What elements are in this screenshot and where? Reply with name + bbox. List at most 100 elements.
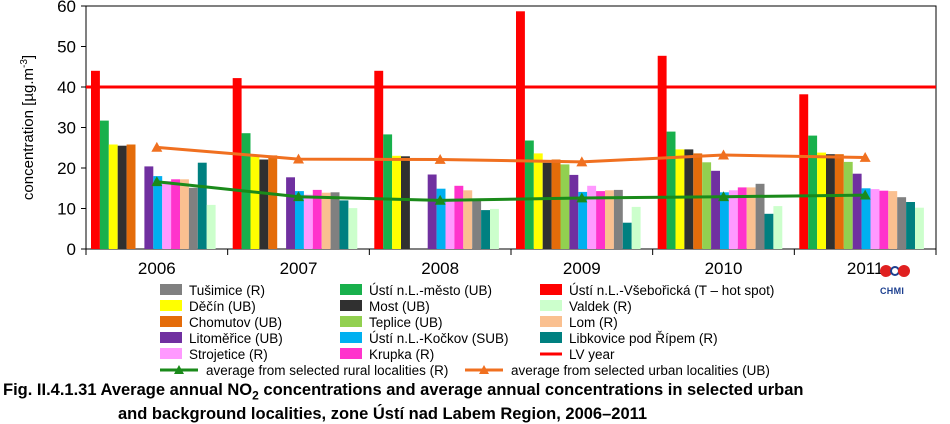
line-marker	[293, 153, 304, 164]
y-tick-label: 60	[57, 0, 76, 16]
legend-label: LV year	[569, 347, 615, 362]
line-marker	[434, 153, 446, 164]
line-marker	[576, 192, 588, 203]
bar	[392, 155, 401, 249]
bar	[596, 191, 605, 249]
bar	[551, 159, 561, 249]
bar	[906, 202, 915, 249]
bar	[764, 213, 774, 249]
bar	[560, 164, 570, 249]
bar	[472, 200, 482, 249]
legend-swatch	[540, 316, 562, 327]
line-marker	[434, 194, 446, 205]
legend: Tušimice (R)Děčín (UB)Chomutov (UB)Litom…	[160, 283, 774, 378]
caption-sub: 2	[252, 388, 259, 403]
bar	[631, 206, 641, 249]
axes: 0 10 20 30 40 50 60 concentration [µg.m-3] 2006 2…	[19, 0, 937, 278]
bar	[481, 210, 490, 249]
bar	[666, 131, 676, 249]
legend-label: Strojetice (R)	[189, 347, 268, 362]
legend-marker	[174, 365, 184, 374]
bar	[108, 144, 118, 249]
legend-label: Valdek (R)	[569, 299, 632, 314]
bar	[746, 187, 756, 249]
average-lines	[86, 85, 936, 205]
legend-swatch	[540, 332, 562, 343]
bar	[180, 179, 189, 249]
legend-label: Ústí n.L.-město (UB)	[369, 283, 492, 298]
caption-line2: and background localities, zone Ústí nad…	[118, 405, 648, 424]
bar	[91, 70, 100, 249]
y-tick-label: 10	[57, 200, 76, 219]
line-marker	[859, 151, 871, 162]
bar	[897, 197, 907, 249]
legend-swatch	[340, 332, 362, 343]
bar	[286, 177, 295, 249]
chmi-logo-icon	[878, 262, 912, 296]
legend-label: Most (UB)	[369, 299, 430, 314]
bar	[268, 155, 278, 249]
legend-swatch	[160, 348, 182, 359]
legend-label: average from selected urban localities (…	[511, 363, 770, 378]
bar	[711, 170, 720, 249]
bar	[569, 174, 579, 249]
legend-label: Tušimice (R)	[189, 283, 265, 298]
legend-label: Lom (R)	[569, 315, 618, 330]
x-tick-label: 2009	[563, 259, 601, 278]
legend-swatch	[340, 348, 362, 359]
x-tick-label: 2011	[847, 259, 884, 278]
caption-prefix: Fig. II.4.1.31 Average annual NO	[3, 381, 253, 399]
bars	[91, 11, 924, 250]
bar	[144, 166, 154, 249]
line-marker	[151, 176, 163, 187]
bar	[605, 190, 614, 249]
bar	[445, 199, 455, 249]
bar	[490, 208, 499, 249]
bar	[312, 189, 322, 249]
line-marker	[293, 191, 304, 202]
bar	[321, 192, 331, 249]
bar	[339, 200, 349, 249]
bar	[720, 192, 729, 249]
bar	[861, 188, 871, 250]
y-tick-label: 30	[57, 119, 76, 138]
bar	[808, 135, 818, 249]
rural-average-line	[156, 180, 866, 202]
bar	[454, 185, 464, 249]
legend-label: Teplice (UB)	[369, 315, 443, 330]
legend-swatch	[540, 300, 562, 311]
y-tick-label: 40	[57, 78, 76, 97]
bar	[162, 181, 172, 249]
bar	[99, 120, 109, 249]
bar	[915, 207, 924, 249]
urban-average-line	[156, 145, 866, 164]
line-marker	[718, 149, 729, 160]
y-tick-label: 0	[67, 240, 76, 259]
bar	[330, 192, 340, 249]
bar	[348, 208, 358, 249]
bar	[587, 185, 597, 249]
bar	[870, 189, 880, 249]
bar	[773, 206, 783, 249]
bar	[436, 188, 446, 249]
figure-caption: Fig. II.4.1.31 Average annual NO2 concen…	[3, 381, 948, 424]
legend-label: Chomutov (UB)	[189, 315, 282, 330]
bar	[728, 190, 738, 249]
legend-marker	[479, 365, 489, 374]
bar	[826, 154, 835, 249]
bar	[622, 222, 632, 249]
line-marker	[576, 156, 588, 167]
legend-swatch	[160, 300, 182, 311]
line-marker	[718, 191, 729, 202]
bar	[879, 190, 889, 249]
legend-label: Libkovice pod Řípem (R)	[569, 331, 718, 346]
bar	[542, 162, 552, 249]
legend-label: Ústí n.L.-Kočkov (SUB)	[369, 331, 509, 346]
bar	[578, 191, 588, 249]
bar	[516, 11, 525, 249]
bar	[675, 149, 685, 249]
bar	[171, 179, 180, 249]
bar	[693, 153, 703, 249]
y-tick-label: 50	[57, 38, 76, 57]
legend-swatch	[160, 284, 182, 295]
